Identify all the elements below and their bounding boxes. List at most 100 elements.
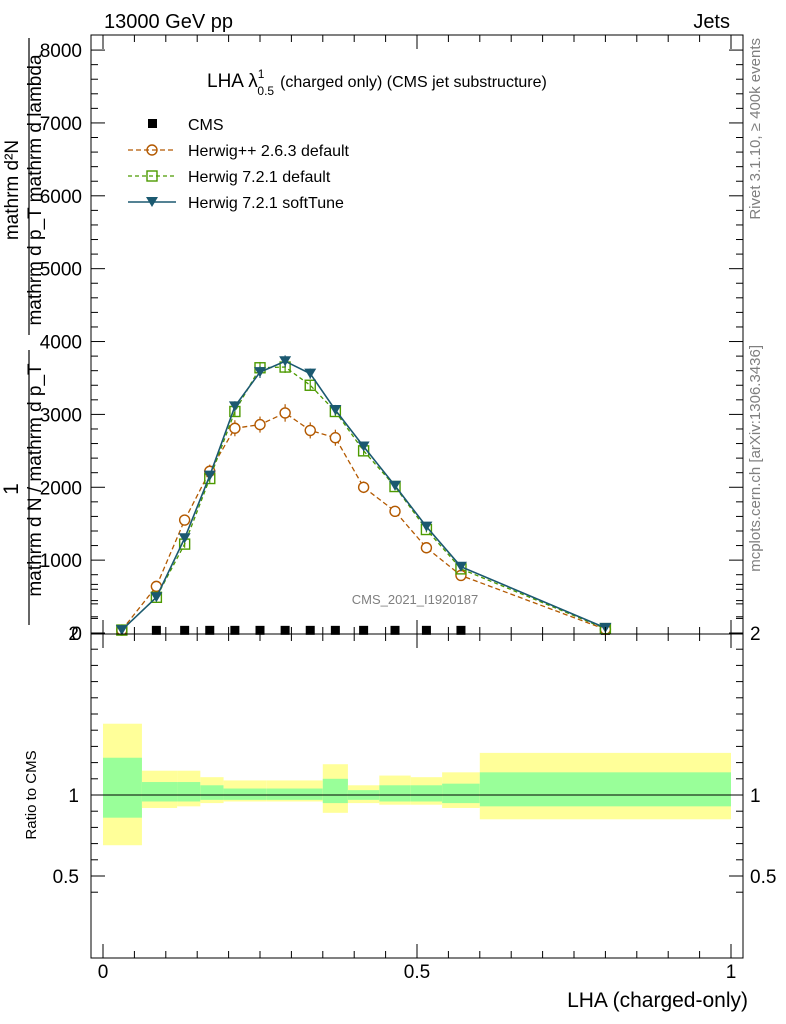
legend-label-herwigpp: Herwig++ 2.6.3 default xyxy=(188,143,350,160)
header-right: Jets xyxy=(693,11,730,33)
ratio-bands xyxy=(103,723,731,846)
data-point xyxy=(454,561,467,572)
data-point xyxy=(455,569,467,582)
axes xyxy=(90,34,744,959)
x-tick-label: 1 xyxy=(726,962,737,983)
legend-marker-herwig721-default xyxy=(146,170,158,182)
data-point xyxy=(305,625,315,635)
mcplots-info: mcplots.cern.ch [arXiv:1306.3436] xyxy=(747,345,764,572)
ratio-ylabel: Ratio to CMS xyxy=(23,750,40,839)
ratio-band-inner-1 xyxy=(141,782,178,802)
data-point xyxy=(280,625,290,635)
ylabel-derivative-denominator: mathrm d p_T mathrm d lambda xyxy=(25,54,46,325)
data-point xyxy=(230,625,240,635)
data-point xyxy=(180,625,190,635)
legend-entry-herwigpp: Herwig++ 2.6.3 default xyxy=(128,143,350,160)
data-point xyxy=(203,470,216,481)
ratio-y-tick-label: 1 xyxy=(68,786,79,807)
x-tick-label: 0.5 xyxy=(404,962,430,983)
title-sup: 1 xyxy=(258,67,265,81)
legend-entry-herwig721-default: Herwig 7.2.1 default xyxy=(128,169,331,186)
ratio-band-inner-11 xyxy=(479,772,731,807)
ratio-y-tick-label-right: 0.5 xyxy=(750,867,776,888)
data-point xyxy=(115,625,128,636)
rivet-info: Rivet 3.1.10, ≥ 400k events xyxy=(747,38,764,220)
ylabel-fraction-numerator: 1 xyxy=(0,483,23,495)
ylabel-derivative-numerator: mathrm d²N xyxy=(2,140,23,240)
title-sub: 0.5 xyxy=(257,84,274,98)
data-point xyxy=(304,379,316,391)
legend-label-herwig721-softtune: Herwig 7.2.1 softTune xyxy=(188,195,344,212)
plot-title: LHA λ1 0.5 (charged only) (CMS jet substru… xyxy=(207,67,547,98)
series-line-1 xyxy=(121,412,606,631)
legend: CMS Herwig++ 2.6.3 default Herwig 7.2.1 … xyxy=(128,117,350,212)
y-tick-label: 2000 xyxy=(40,478,82,499)
series-line-3 xyxy=(121,360,606,631)
data-point xyxy=(389,480,402,491)
data-point xyxy=(420,521,433,532)
data-point xyxy=(178,533,191,544)
ratio-band-inner-0 xyxy=(103,757,142,818)
y-tick-label: 6000 xyxy=(40,187,82,208)
ratio-y-tick-label: 0.5 xyxy=(53,867,79,888)
legend-label-cms: CMS xyxy=(188,117,224,134)
legend-marker-herwig721-softtune xyxy=(146,197,158,207)
analysis-watermark: CMS_2021_I1920187 xyxy=(352,592,479,607)
series-layer xyxy=(115,355,612,636)
title-main: LHA λ xyxy=(207,71,258,92)
ratio-y-tick-label-right: 1 xyxy=(750,786,761,807)
y-tick-label: 8000 xyxy=(40,41,82,62)
x-tick-label: 0 xyxy=(98,962,109,983)
legend-entry-cms: CMS xyxy=(148,117,224,134)
data-point xyxy=(390,625,400,635)
data-point xyxy=(359,625,369,635)
data-point xyxy=(456,625,466,635)
data-point xyxy=(228,401,241,412)
header-left: 13000 GeV pp xyxy=(104,11,233,33)
ratio-band-inner-10 xyxy=(442,783,480,804)
data-point xyxy=(178,514,191,526)
y-tick-label: 4000 xyxy=(40,333,82,354)
y-axis-label: 1 mathrm d N / mathrm d p_T mathrm d²N m… xyxy=(0,38,46,625)
y-tick-label: 5000 xyxy=(40,260,82,281)
legend-marker-herwigpp xyxy=(146,144,158,156)
ratio-band-inner-6 xyxy=(322,778,348,804)
data-point xyxy=(389,505,401,518)
legend-marker-cms xyxy=(148,119,157,128)
data-point xyxy=(229,422,241,434)
x-axis-label: LHA (charged-only) xyxy=(567,989,748,1012)
tick-labels: 0 1000 2000 3000 4000 5000 6000 7000 8000 0 0.5 1 0.… xyxy=(40,41,777,983)
ratio-band-inner-3 xyxy=(200,785,224,800)
data-point xyxy=(421,625,431,635)
ratio-band-inner-4 xyxy=(223,788,267,800)
ratio-band-inner-2 xyxy=(177,782,201,802)
data-point xyxy=(329,405,342,416)
ratio-y-tick-label-right: 2 xyxy=(750,624,761,645)
y-tick-label: 3000 xyxy=(40,405,82,426)
data-point xyxy=(254,418,266,431)
data-point xyxy=(150,592,163,603)
ratio-band-inner-9 xyxy=(410,785,443,802)
data-point xyxy=(329,432,342,444)
data-point xyxy=(205,625,215,635)
data-point xyxy=(357,441,370,452)
ylabel-fraction-denominator: mathrm d N / mathrm d p_T xyxy=(25,363,46,597)
data-point xyxy=(304,424,316,437)
y-tick-label: 7000 xyxy=(40,114,82,135)
data-point xyxy=(279,356,292,367)
data-point xyxy=(420,542,433,554)
ratio-band-inner-5 xyxy=(266,788,323,800)
data-point xyxy=(279,407,291,419)
y-tick-label: 0 xyxy=(71,624,82,645)
series-3 xyxy=(115,355,612,636)
y-tick-label: 1000 xyxy=(40,551,82,572)
legend-entry-herwig721-softtune: Herwig 7.2.1 softTune xyxy=(128,195,344,212)
ratio-y-tick-label: 2 xyxy=(68,624,79,645)
data-point xyxy=(151,625,161,635)
data-point xyxy=(304,368,317,379)
series-line-2 xyxy=(121,366,606,631)
title-rest: (charged only) (CMS jet substructure) xyxy=(280,74,547,91)
data-point xyxy=(254,367,266,378)
data-point xyxy=(330,625,340,635)
